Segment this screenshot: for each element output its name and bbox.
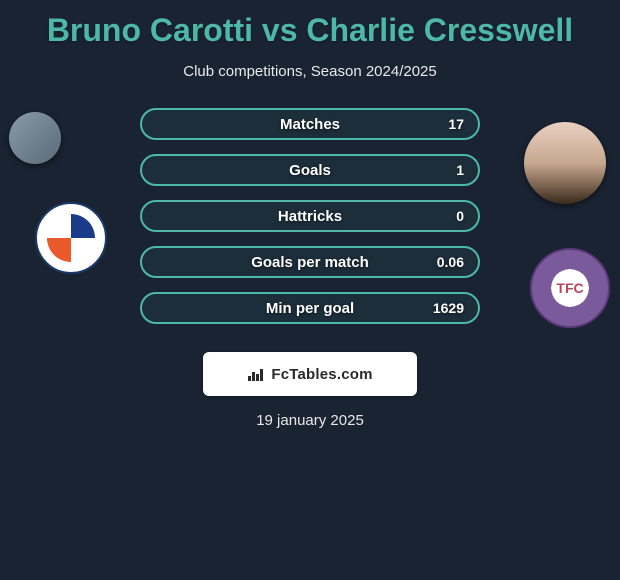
bar-chart-icon (247, 367, 265, 381)
club2-logo-text: TFC (556, 280, 583, 296)
stat-label: Min per goal (266, 300, 354, 317)
subtitle: Club competitions, Season 2024/2025 (0, 63, 620, 80)
club2-logo: TFC (530, 248, 610, 328)
page-title: Bruno Carotti vs Charlie Cresswell (0, 0, 620, 49)
stat-label: Matches (280, 116, 340, 133)
stat-row-hattricks: Hattricks 0 (140, 200, 480, 232)
stats-area: TFC Matches 17 Goals 1 Hattricks 0 Goals… (0, 108, 620, 348)
club1-logo (35, 202, 107, 274)
player2-avatar (524, 122, 606, 204)
stat-value: 0 (456, 208, 464, 224)
club1-logo-inner (47, 214, 95, 262)
stat-value: 0.06 (437, 254, 464, 270)
stat-label: Hattricks (278, 208, 342, 225)
player1-avatar (9, 112, 61, 164)
stat-value: 1629 (433, 300, 464, 316)
stat-row-goals-per-match: Goals per match 0.06 (140, 246, 480, 278)
date: 19 january 2025 (0, 412, 620, 429)
stat-row-matches: Matches 17 (140, 108, 480, 140)
stat-row-min-per-goal: Min per goal 1629 (140, 292, 480, 324)
brand-card: FcTables.com (203, 352, 417, 396)
brand-text: FcTables.com (271, 366, 372, 383)
stat-label: Goals (289, 162, 331, 179)
stat-label: Goals per match (251, 254, 369, 271)
stat-value: 1 (456, 162, 464, 178)
stat-value: 17 (448, 116, 464, 132)
stat-row-goals: Goals 1 (140, 154, 480, 186)
